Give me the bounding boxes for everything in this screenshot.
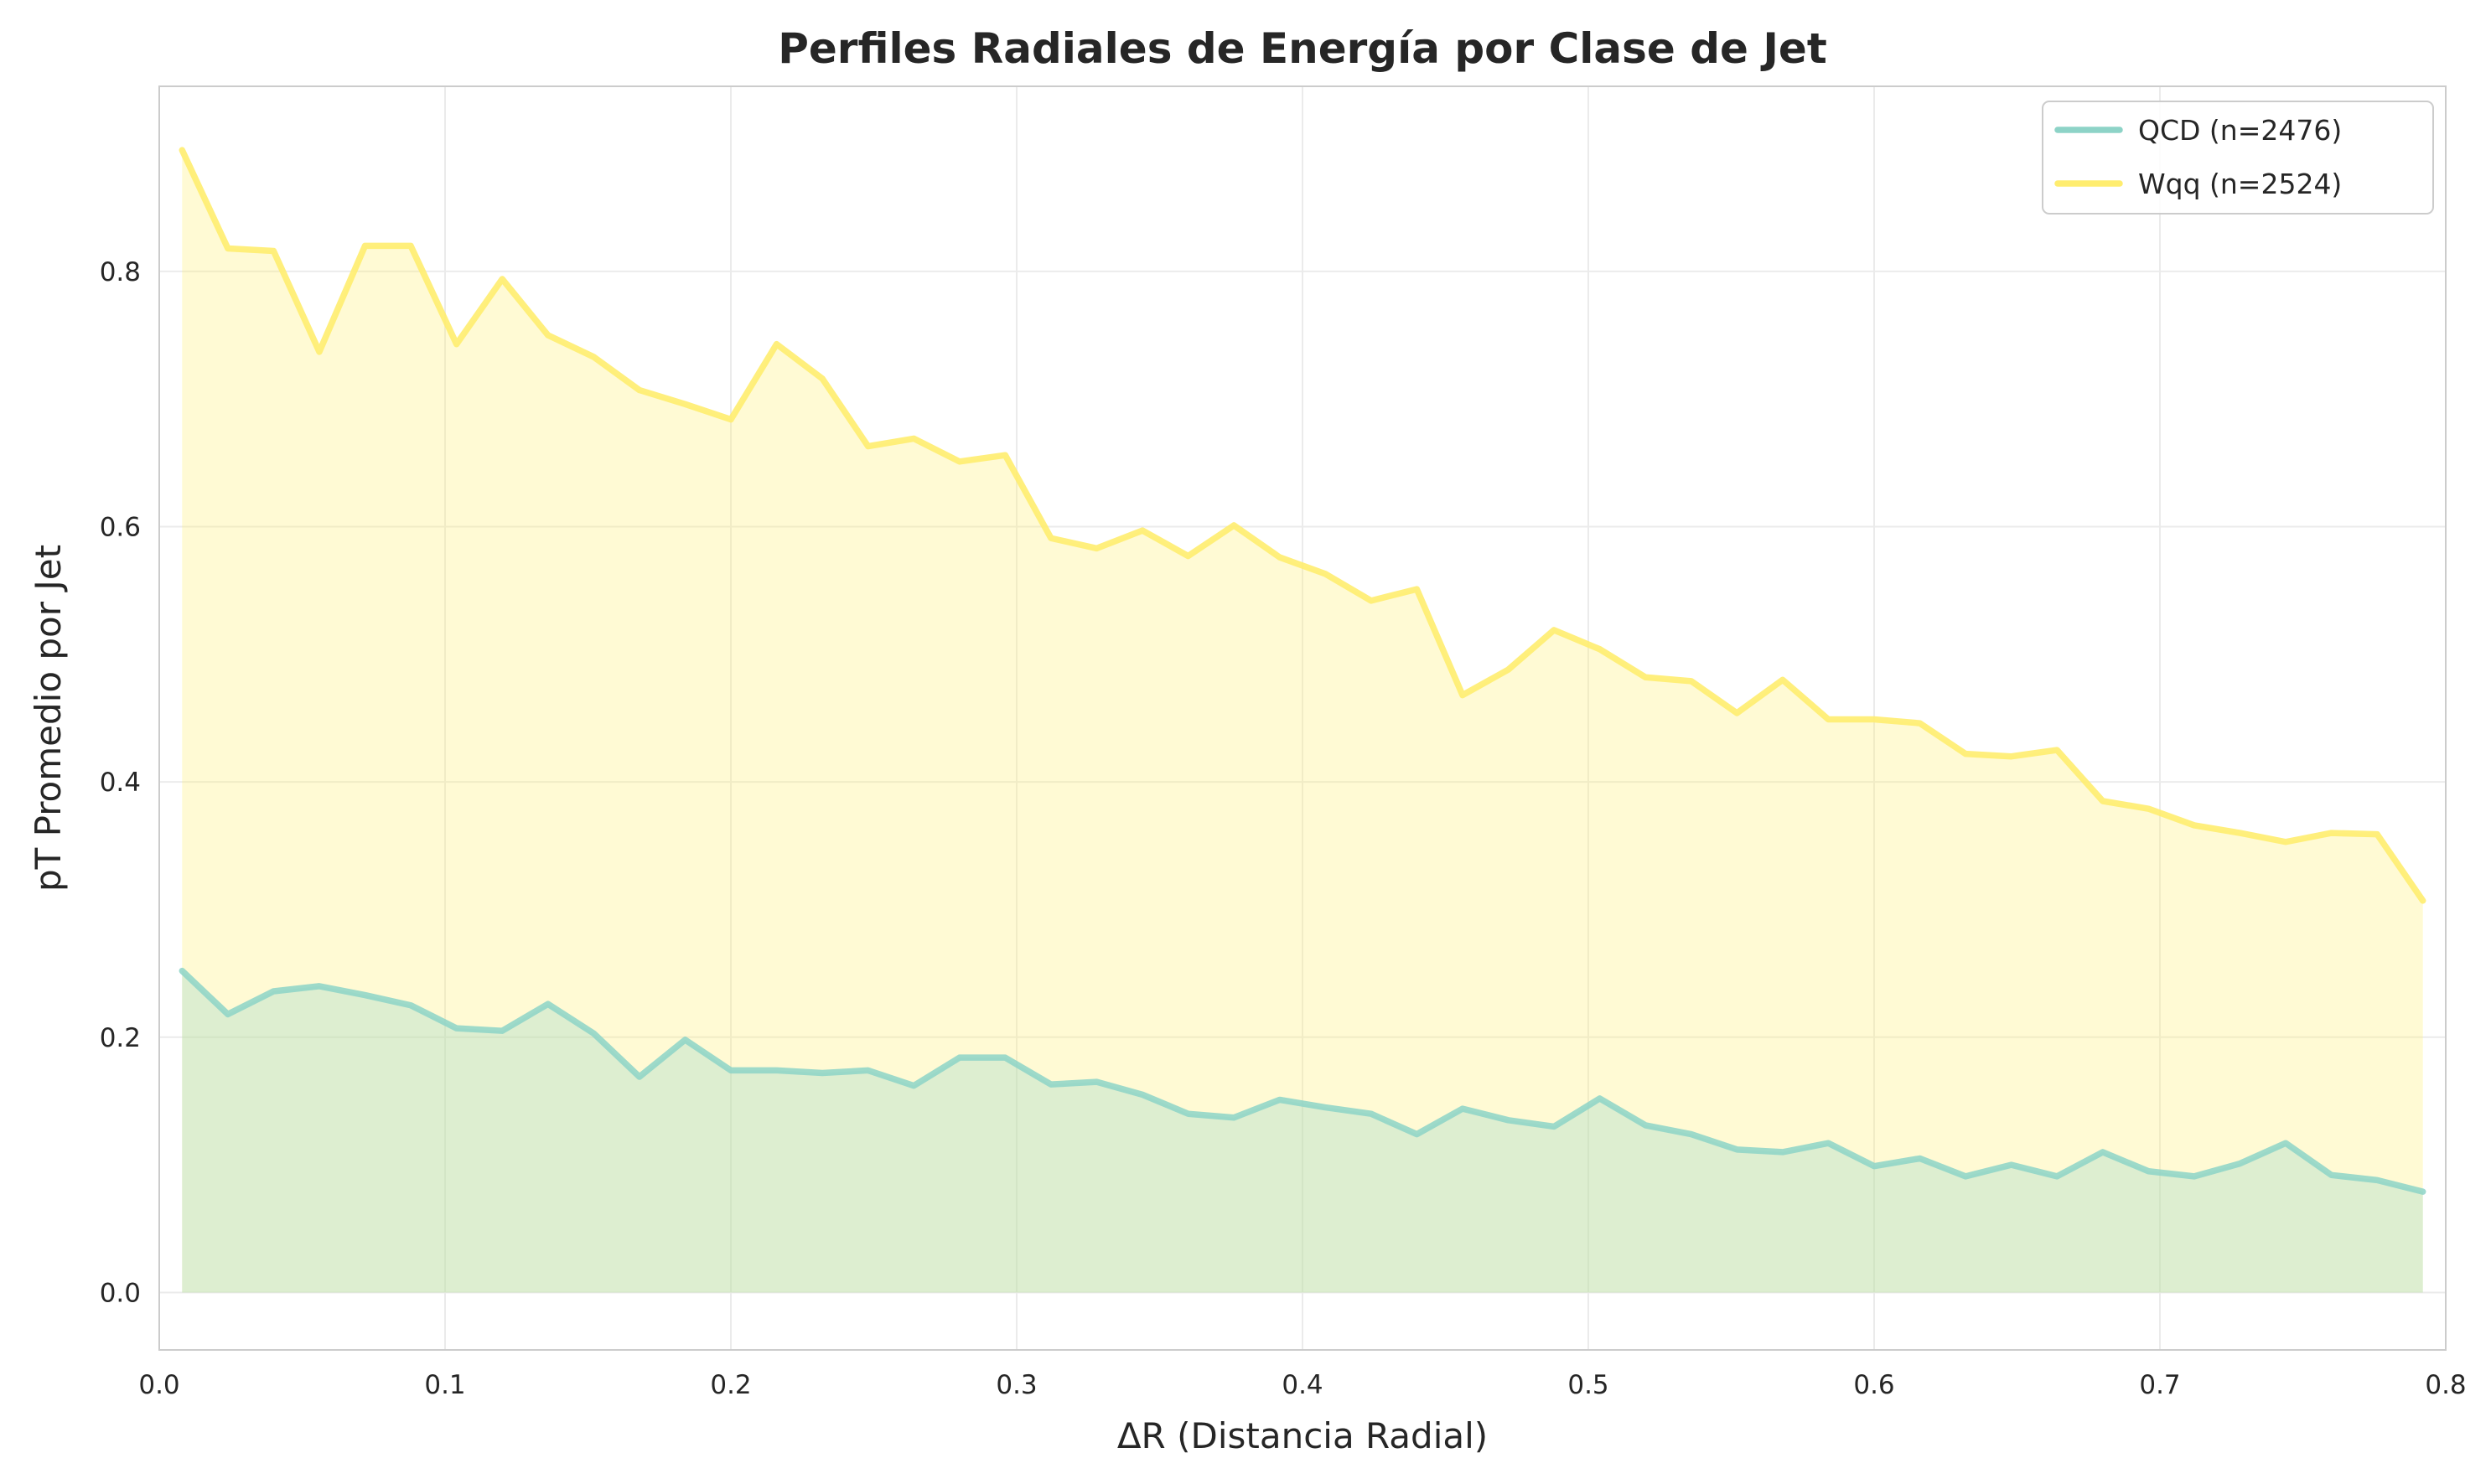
chart-title: Perfiles Radiales de Energía por Clase d…: [778, 24, 1827, 73]
x-tick-label: 0.1: [424, 1370, 465, 1400]
series-line-1: [179, 147, 2426, 904]
x-tick-label: 0.2: [710, 1370, 751, 1400]
legend-box: [2042, 101, 2434, 215]
legend-label: Wqq (n=2524): [2138, 168, 2342, 200]
x-tick-label: 0.8: [2425, 1370, 2466, 1400]
x-tick-label: 0.7: [2139, 1370, 2180, 1400]
x-axis-label: ΔR (Distancia Radial): [1117, 1415, 1488, 1456]
series-fill-1: [182, 150, 2423, 1293]
y-tick-label: 0.8: [100, 257, 141, 287]
y-axis-label: pT Promedio por Jet: [28, 545, 69, 892]
y-ticks: 0.0 0.2 0.4 0.6 0.8: [100, 257, 141, 1309]
x-tick-label: 0.5: [1567, 1370, 1608, 1400]
y-tick-label: 0.6: [100, 513, 141, 543]
series-lines: [179, 147, 2426, 1195]
legend-label: QCD (n=2476): [2138, 114, 2342, 147]
x-tick-label: 0.4: [1282, 1370, 1323, 1400]
series-fill-0: [182, 970, 2423, 1293]
x-ticks: 0.0 0.1 0.2 0.3 0.4 0.5 0.6 0.7 0.8: [138, 1370, 2466, 1400]
plot-frame: [158, 85, 2447, 1351]
y-tick-label: 0.0: [100, 1278, 141, 1308]
y-tick-label: 0.4: [100, 768, 141, 798]
x-tick-label: 0.3: [996, 1370, 1037, 1400]
x-tick-label: 0.6: [1853, 1370, 1894, 1400]
x-tick-label: 0.0: [138, 1370, 179, 1400]
y-tick-label: 0.2: [100, 1023, 141, 1053]
series-line-0: [179, 967, 2426, 1195]
legend: QCD (n=2476) Wqq (n=2524): [2042, 101, 2434, 215]
series-fills: [182, 150, 2423, 1293]
